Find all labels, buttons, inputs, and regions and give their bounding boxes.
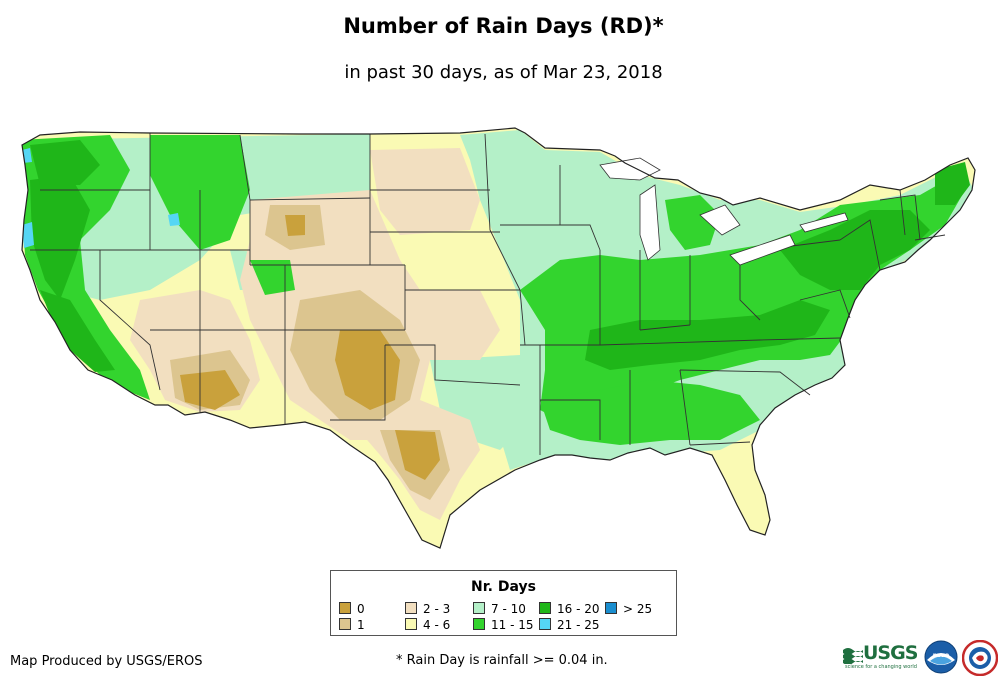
legend-label-5: 11 - 15 [491, 618, 534, 632]
region-16-20-northeast [780, 210, 930, 290]
legend-item-6: 16 - 20 [539, 602, 600, 616]
legend-swatch-1 [339, 618, 351, 630]
legend-label-2: 2 - 3 [423, 602, 451, 616]
usgs-wordmark: USGS [863, 642, 918, 664]
rain-day-regions [22, 128, 975, 548]
usgs-tagline: science for a changing world [845, 664, 917, 670]
great-lakes [599, 157, 849, 266]
legend-item-5: 11 - 15 [473, 618, 534, 632]
credit-text: Map Produced by USGS/EROS [10, 654, 203, 669]
noaa-logo-icon: noaa [924, 640, 958, 674]
region-21-25-coast [22, 222, 34, 248]
region-16-20-tennessee [585, 300, 830, 370]
usgs-wave-icon [843, 648, 863, 664]
legend-swatch-4 [473, 602, 485, 614]
legend-item-3: 4 - 6 [405, 618, 450, 632]
region-11-15-southeast [540, 380, 760, 445]
legend-label-6: 16 - 20 [557, 602, 600, 616]
region-21-25-idaho [168, 213, 180, 226]
region-16-20-california [40, 290, 115, 372]
region-7-10-south [430, 355, 530, 450]
legend-swatch-0 [339, 602, 351, 614]
legend-label-3: 4 - 6 [423, 618, 451, 632]
region-0-nm [335, 330, 400, 410]
legend-label-8: > 25 [623, 602, 653, 616]
map-title: Number of Rain Days (RD)* [343, 14, 664, 38]
noaa-wordmark: noaa [933, 652, 950, 659]
legend-swatch-6 [539, 602, 551, 614]
region-0-wy [285, 215, 305, 236]
legend-item-2: 2 - 3 [405, 602, 450, 616]
region-2-3-north [370, 148, 480, 235]
state-borders [30, 133, 946, 455]
legend-swatch-3 [405, 618, 417, 630]
legend-item-0: 0 [339, 602, 365, 616]
region-0-az [180, 370, 240, 410]
legend-swatch-8 [605, 602, 617, 614]
legend-item-7: 21 - 25 [539, 618, 600, 632]
legend: Nr. Days 0 1 2 - 3 4 - 6 7 - 10 11 - 15 … [330, 570, 677, 636]
legend-title: Nr. Days [471, 579, 536, 595]
legend-item-1: 1 [339, 618, 365, 632]
nws-logo-icon [962, 640, 998, 676]
region-0-tx [395, 430, 440, 480]
legend-item-8: > 25 [605, 602, 652, 616]
region-11-15-michigan [665, 195, 720, 250]
usgs-logo: USGS science for a changing world [843, 642, 919, 672]
region-16-20-washington [30, 140, 100, 185]
footnote-text: * Rain Day is rainfall >= 0.04 in. [396, 653, 608, 668]
map-subtitle: in past 30 days, as of Mar 23, 2018 [344, 62, 663, 83]
legend-label-7: 21 - 25 [557, 618, 600, 632]
legend-swatch-2 [405, 602, 417, 614]
legend-swatch-7 [539, 618, 551, 630]
legend-label-1: 1 [357, 618, 365, 632]
legend-label-0: 0 [357, 602, 365, 616]
legend-swatch-5 [473, 618, 485, 630]
legend-label-4: 7 - 10 [491, 602, 526, 616]
legend-item-4: 7 - 10 [473, 602, 526, 616]
region-16-20-oregon [30, 175, 90, 300]
region-16-20-maine [935, 162, 970, 205]
region-11-15-colorado [250, 260, 295, 295]
